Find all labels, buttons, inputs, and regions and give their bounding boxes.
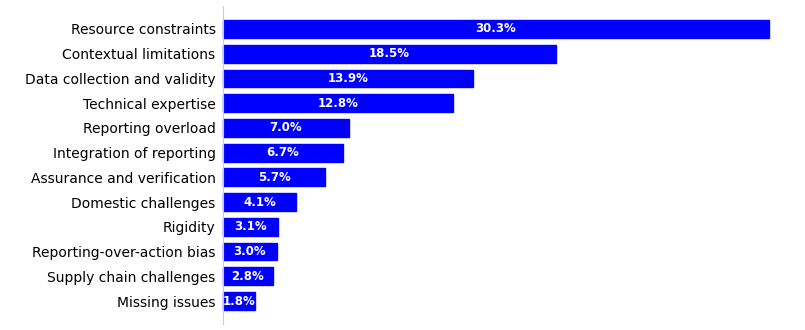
Bar (222, 144, 344, 162)
Text: 3.1%: 3.1% (234, 220, 266, 233)
Bar (222, 168, 325, 186)
Text: 12.8%: 12.8% (317, 97, 358, 110)
Bar (222, 119, 349, 137)
Text: 13.9%: 13.9% (328, 72, 369, 85)
Text: 18.5%: 18.5% (369, 47, 410, 60)
Bar (222, 20, 769, 38)
Bar (222, 45, 556, 63)
Text: 3.0%: 3.0% (233, 245, 266, 258)
Bar (222, 193, 296, 211)
Bar (222, 267, 273, 285)
Bar (222, 292, 255, 310)
Text: 1.8%: 1.8% (222, 295, 255, 308)
Text: 30.3%: 30.3% (475, 22, 516, 35)
Bar (222, 94, 453, 112)
Bar (222, 218, 279, 236)
Text: 6.7%: 6.7% (266, 146, 299, 159)
Text: 7.0%: 7.0% (270, 121, 302, 134)
Text: 2.8%: 2.8% (231, 270, 264, 283)
Bar (222, 70, 473, 87)
Text: 5.7%: 5.7% (258, 171, 291, 184)
Text: 4.1%: 4.1% (243, 196, 276, 209)
Bar (222, 243, 277, 260)
